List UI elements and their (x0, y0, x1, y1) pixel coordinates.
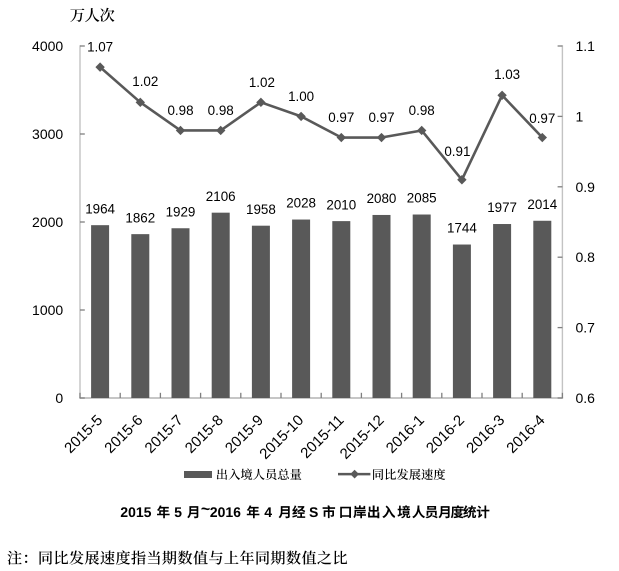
svg-text:2080: 2080 (367, 191, 397, 206)
svg-text:2014: 2014 (527, 197, 557, 212)
svg-text:3000: 3000 (32, 126, 63, 142)
svg-text:0.6: 0.6 (576, 390, 596, 406)
svg-text:1.00: 1.00 (288, 89, 314, 104)
svg-text:1000: 1000 (32, 302, 63, 318)
svg-text:1.07: 1.07 (87, 40, 113, 55)
svg-text:1.1: 1.1 (576, 38, 596, 54)
svg-text:0.9: 0.9 (576, 179, 596, 195)
svg-text:0.97: 0.97 (368, 110, 394, 125)
svg-text:1977: 1977 (487, 200, 517, 215)
svg-text:2000: 2000 (32, 214, 63, 230)
svg-text:0.98: 0.98 (167, 103, 193, 118)
svg-text:0.91: 0.91 (444, 144, 470, 159)
svg-text:0.97: 0.97 (529, 111, 555, 126)
svg-text:0.97: 0.97 (328, 110, 354, 125)
svg-text:1964: 1964 (85, 201, 115, 216)
svg-text:1.03: 1.03 (494, 67, 520, 82)
svg-text:0.98: 0.98 (208, 103, 234, 118)
svg-text:1958: 1958 (246, 202, 276, 217)
svg-text:1862: 1862 (125, 210, 155, 225)
svg-text:1929: 1929 (166, 204, 196, 219)
svg-text:2028: 2028 (286, 196, 316, 211)
svg-text:2010: 2010 (326, 197, 356, 212)
svg-text:1744: 1744 (447, 221, 477, 236)
svg-text:1: 1 (576, 108, 584, 124)
svg-text:0.7: 0.7 (576, 320, 596, 336)
svg-text:2106: 2106 (206, 189, 236, 204)
svg-text:0.8: 0.8 (576, 249, 596, 265)
svg-text:2085: 2085 (407, 191, 437, 206)
svg-text:1.02: 1.02 (132, 74, 158, 89)
svg-text:0.98: 0.98 (409, 103, 435, 118)
svg-text:4000: 4000 (32, 38, 63, 54)
svg-text:0: 0 (55, 390, 63, 406)
svg-text:1.02: 1.02 (249, 75, 275, 90)
